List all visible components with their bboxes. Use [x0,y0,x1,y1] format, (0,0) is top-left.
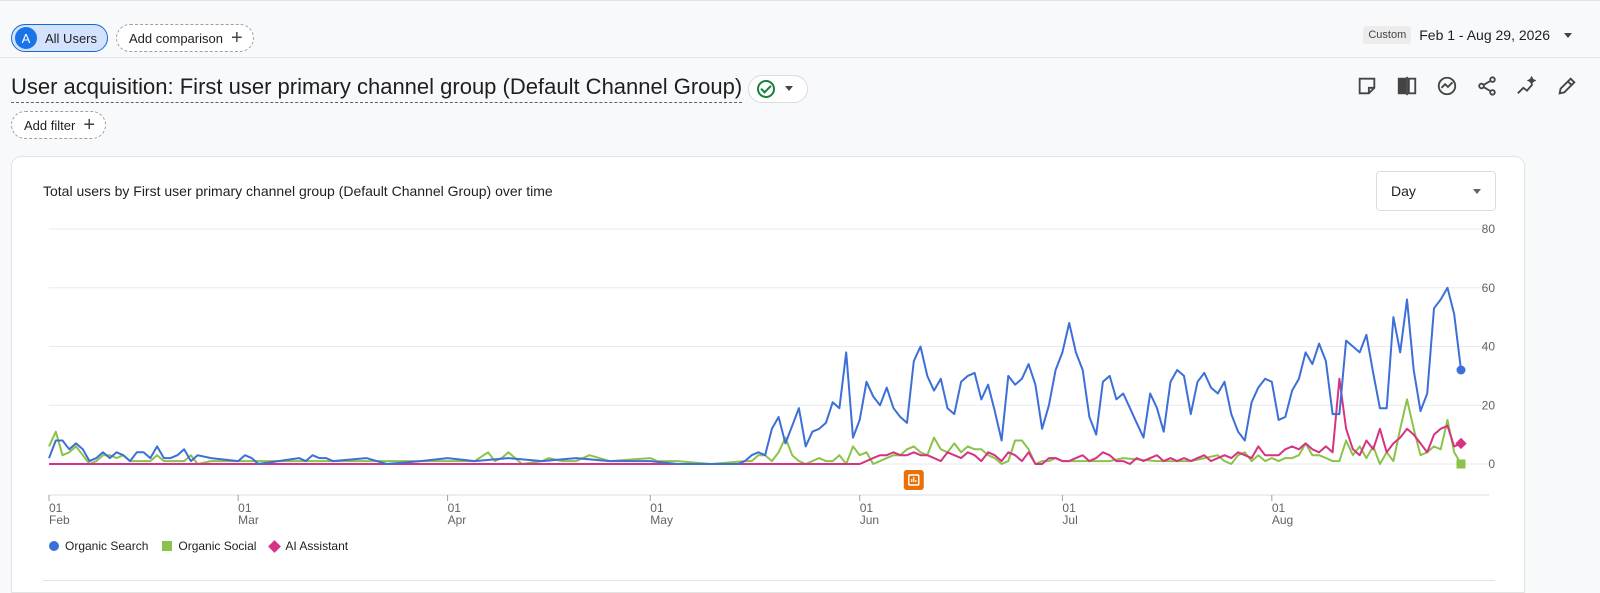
report-header: User acquisition: First user primary cha… [11,74,809,103]
chart-card: Total users by First user primary channe… [11,156,1525,593]
check-circle-icon [757,79,776,98]
legend-swatch-icon [49,541,59,551]
segment-chip-all-users[interactable]: A All Users [11,24,109,52]
legend-item[interactable]: AI Assistant [268,539,349,553]
date-range-picker[interactable]: Custom Feb 1 - Aug 29, 2026 [1363,26,1572,44]
x-tick-day: 01 [860,501,874,515]
add-comparison-button[interactable]: Add comparison + [116,24,254,52]
legend-swatch-icon [268,539,282,553]
y-tick-label: 20 [1482,398,1496,412]
comparison-bar: A All Users Add comparison + [11,24,254,52]
chevron-down-icon [1473,188,1481,194]
granularity-select[interactable]: Day [1376,171,1496,211]
edit-icon[interactable] [1556,72,1578,100]
legend-label: AI Assistant [285,539,349,553]
legend-label: Organic Social [178,539,257,553]
series-line-organic-search [48,286,1462,465]
add-filter-button[interactable]: Add filter + [11,111,106,139]
x-tick-day: 01 [49,501,63,515]
series-end-marker-organic-social [1456,459,1466,469]
y-tick-label: 0 [1488,457,1495,471]
x-tick-month: Jun [860,513,879,527]
plus-icon: + [83,114,95,136]
note-icon[interactable] [1356,72,1378,100]
date-range-tag: Custom [1363,26,1412,44]
annotation-icon-bars [911,477,917,482]
x-tick-day: 01 [448,501,462,515]
series-end-marker-organic-search [1456,365,1466,375]
series-end-marker-ai-assistant [1455,437,1467,450]
y-tick-label: 40 [1482,340,1496,354]
divider [0,57,1600,58]
legend-item[interactable]: Organic Social [162,539,256,553]
chart-legend: Organic Search Organic Social AI Assistant [49,539,348,553]
sparkle-icon[interactable] [1516,72,1538,100]
plus-icon: + [230,27,243,49]
compare-icon[interactable] [1396,72,1418,100]
segment-avatar: A [15,27,37,49]
x-tick-month: Aug [1272,513,1293,527]
chart-title: Total users by First user primary channe… [43,183,553,199]
report-toolbar [1356,72,1578,100]
x-tick-month: Feb [49,513,70,527]
series-line-ai-assistant [49,377,1462,465]
x-tick-day: 01 [238,501,252,515]
add-filter-label: Add filter [24,117,76,133]
legend-label: Organic Search [65,539,149,553]
y-tick-label: 60 [1482,281,1496,295]
granularity-value: Day [1391,183,1416,199]
chevron-down-icon [785,86,794,91]
line-chart: 80604020001Feb01Mar01Apr01May01Jun01Jul0… [48,222,1496,527]
legend-item[interactable]: Organic Search [49,539,148,553]
y-tick-label: 80 [1482,222,1496,236]
add-comparison-label: Add comparison [129,30,223,46]
x-tick-day: 01 [1272,501,1286,515]
x-tick-month: Mar [238,513,259,527]
insights-icon[interactable] [1436,72,1458,100]
x-tick-month: May [650,513,673,527]
legend-swatch-icon [162,541,173,551]
series-line-organic-social [48,398,1462,465]
report-status-dropdown[interactable] [748,74,809,103]
annotation-icon-glyph [908,474,920,486]
page-title[interactable]: User acquisition: First user primary cha… [11,74,743,103]
x-tick-day: 01 [1062,501,1076,515]
share-icon[interactable] [1476,72,1498,100]
date-range-value: Feb 1 - Aug 29, 2026 [1419,27,1550,43]
x-tick-month: Jul [1062,513,1077,527]
segment-label: All Users [45,30,98,46]
chevron-down-icon [1564,32,1572,38]
x-tick-month: Apr [448,513,467,527]
divider [43,580,1495,581]
x-tick-day: 01 [650,501,664,515]
